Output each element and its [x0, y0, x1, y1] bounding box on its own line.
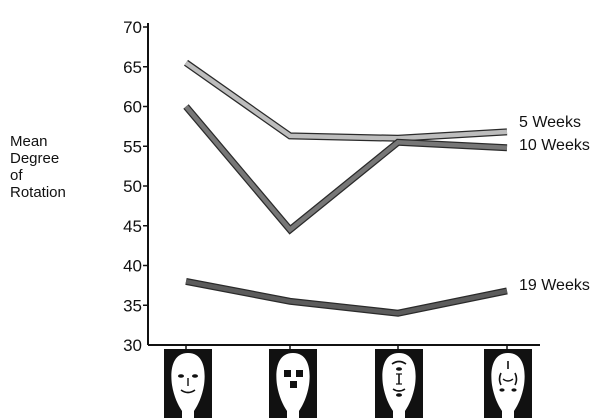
y-tick-label: 30 [123, 336, 142, 355]
face-circular-features-icon [484, 349, 532, 418]
y-axis-label-line: Rotation [10, 184, 66, 201]
y-tick-label: 50 [123, 177, 142, 196]
series-line [185, 279, 508, 316]
y-tick-label: 70 [123, 18, 142, 37]
y-axis-label-line: Mean [10, 133, 48, 150]
series-labels: 5 Weeks 10 Weeks 19 Weeks [519, 114, 590, 294]
y-axis-label-line: of [10, 167, 23, 184]
y-tick-label: 40 [123, 257, 142, 276]
y-tick-label: 55 [123, 137, 142, 156]
series-lines [183, 59, 508, 317]
series-line [184, 105, 508, 233]
series-label: 10 Weeks [519, 137, 590, 154]
x-axis-face-stimuli [164, 349, 532, 418]
y-axis-label: Mean Degree of Rotation [10, 133, 66, 201]
y-tick-label: 45 [123, 217, 142, 236]
series-label: 5 Weeks [519, 114, 581, 131]
y-axis-label-line: Degree [10, 150, 60, 167]
series-line-outline [183, 104, 508, 235]
face-scrambled-icon [269, 349, 317, 418]
y-tick-label: 65 [123, 58, 142, 77]
face-normal-icon [164, 349, 212, 418]
series-line [184, 60, 508, 141]
axes: 30 35 40 45 50 55 60 65 70 [123, 18, 540, 355]
series-label: 19 Weeks [519, 277, 590, 294]
y-tick-label: 35 [123, 296, 142, 315]
y-tick-label: 60 [123, 98, 142, 117]
face-vertical-features-icon [375, 349, 423, 418]
series-line-outline [183, 59, 508, 142]
